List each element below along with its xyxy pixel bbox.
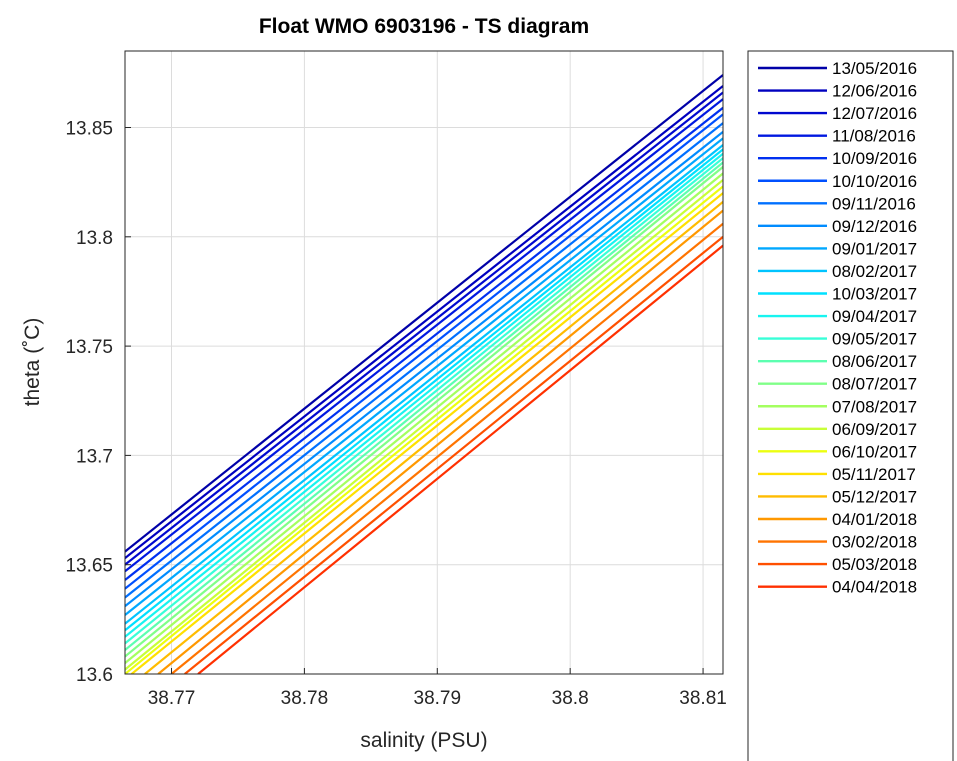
series-line-1 — [125, 74, 723, 553]
legend-label: 07/08/2017 — [832, 397, 917, 416]
legend-label: 08/07/2017 — [832, 375, 917, 394]
y-ticks: 13.6 13.65 13.7 13.75 13.8 13.85 — [65, 119, 131, 686]
series-line-13 — [125, 157, 723, 645]
series-line-9 — [125, 137, 723, 616]
legend-label: 08/06/2017 — [832, 352, 917, 371]
legend-label: 09/04/2017 — [832, 307, 917, 326]
legend-label: 09/11/2016 — [832, 194, 916, 213]
series-line-5 — [125, 106, 723, 581]
legend-label: 06/10/2017 — [832, 442, 917, 461]
series-line-6 — [125, 113, 723, 590]
x-tick-label: 38.81 — [679, 688, 727, 709]
y-tick-label: 13.65 — [65, 556, 113, 577]
series-line-21 — [157, 209, 723, 674]
legend-label: 13/05/2016 — [832, 59, 917, 78]
legend-label: 03/02/2018 — [832, 533, 917, 552]
series-line-23 — [184, 235, 723, 674]
series-line-16 — [125, 172, 723, 664]
x-tick-label: 38.79 — [414, 688, 462, 709]
series-line-3 — [125, 91, 723, 566]
series-line-11 — [125, 148, 723, 632]
series-line-24 — [197, 244, 723, 674]
series-line-10 — [125, 144, 723, 625]
series-line-2 — [125, 85, 723, 559]
axes-box — [124, 50, 724, 675]
legend-label: 06/09/2017 — [832, 420, 917, 439]
legend-label: 10/03/2017 — [832, 285, 917, 304]
legend-label: 04/01/2018 — [832, 510, 917, 529]
y-axis-label: theta (˚C) — [21, 318, 44, 407]
legend-label: 05/03/2018 — [832, 555, 917, 574]
y-tick-label: 13.8 — [76, 228, 113, 249]
legend-box — [747, 50, 954, 761]
series-line-20 — [144, 200, 723, 674]
series-line-22 — [170, 222, 723, 674]
series-line-14 — [125, 161, 723, 651]
legend-label: 05/12/2017 — [832, 487, 917, 506]
legend-label: 04/04/2018 — [832, 578, 917, 597]
legend-label: 08/02/2017 — [832, 262, 917, 281]
series-line-19 — [130, 192, 723, 674]
x-tick-label: 38.78 — [281, 688, 329, 709]
series-line-7 — [125, 122, 723, 599]
y-tick-label: 13.85 — [65, 119, 113, 140]
x-tick-label: 38.8 — [552, 688, 589, 709]
series-line-17 — [125, 179, 723, 671]
legend-label: 11/08/2016 — [832, 127, 916, 146]
legend-label: 05/11/2017 — [832, 465, 916, 484]
y-tick-label: 13.6 — [76, 665, 113, 686]
grid — [125, 51, 723, 675]
y-tick-label: 13.75 — [65, 337, 113, 358]
legend-label: 12/07/2016 — [832, 104, 917, 123]
legend-label: 10/09/2016 — [832, 149, 917, 168]
legend-label: 12/06/2016 — [832, 82, 917, 101]
series-line-8 — [125, 131, 723, 608]
x-ticks: 38.77 38.78 38.79 38.8 38.81 — [148, 668, 727, 709]
legend-label: 10/10/2016 — [832, 172, 917, 191]
legend[interactable]: 13/05/2016 12/06/2016 12/07/2016 11/08/2016… — [747, 50, 954, 761]
legend-label: 09/05/2017 — [832, 330, 917, 349]
series-line-15 — [125, 166, 723, 658]
y-tick-label: 13.7 — [76, 446, 113, 467]
series-line-4 — [125, 98, 723, 573]
series-line-12 — [125, 152, 723, 638]
x-tick-label: 38.77 — [148, 688, 196, 709]
legend-label: 09/12/2016 — [832, 217, 917, 236]
legend-label: 09/01/2017 — [832, 239, 917, 258]
x-axis-label: salinity (PSU) — [360, 729, 487, 752]
chart-title: Float WMO 6903196 - TS diagram — [259, 15, 589, 38]
plot-area — [125, 74, 723, 674]
series-line-18 — [125, 185, 723, 674]
